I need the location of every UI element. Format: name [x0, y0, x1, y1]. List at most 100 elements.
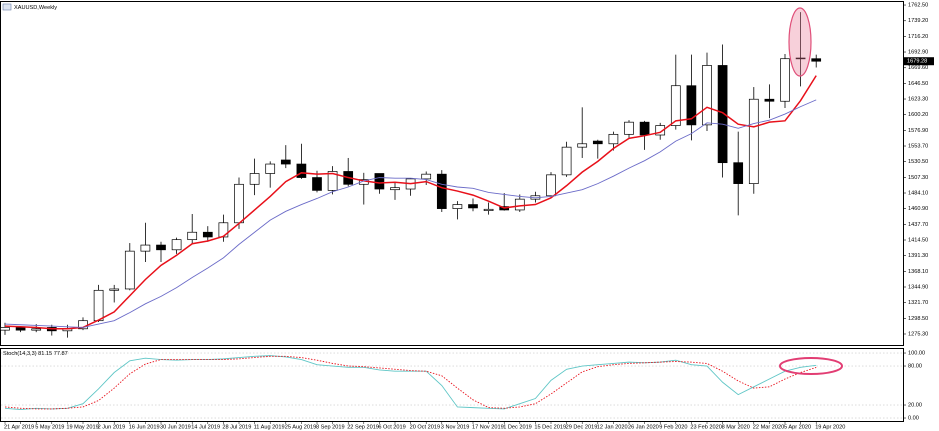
x-tick-label: 29 Dec 2019 — [566, 424, 598, 430]
indicator-value: 77.87 — [54, 351, 68, 357]
candle-body — [202, 231, 213, 238]
candle-body — [655, 125, 666, 136]
y-tick-label: 1646.50 — [908, 81, 928, 87]
chart-title: XAUUSD,Weekly — [14, 5, 57, 11]
y-tick-label: 1530.50 — [908, 159, 928, 165]
candle-body — [218, 222, 229, 238]
x-tick-label: 17 Nov 2019 — [472, 424, 504, 430]
x-tick-label: 30 Jun 2019 — [160, 424, 191, 430]
x-tick-label: 21 Apr 2019 — [4, 424, 34, 430]
indicator-label: Stoch(14,3,3) 81.15 77.87 — [3, 351, 68, 357]
candle-body — [795, 57, 806, 60]
y-tick-label: 1576.90 — [908, 128, 928, 134]
x-tick-label: 22 Mar 2020 — [753, 424, 784, 430]
x-tick-label: 5 Apr 2020 — [784, 424, 811, 430]
candle-body — [780, 58, 790, 102]
candle-body — [514, 198, 525, 211]
candle-body — [156, 244, 166, 251]
y-tick-label: 1739.20 — [908, 18, 928, 24]
price-plot: 1762.50 1739.20 1716.20 1692.90 1669.60 1646.… — [0, 3, 934, 338]
highlight-ellipse — [779, 357, 843, 375]
x-tick-label: 16 Jun 2019 — [129, 424, 160, 430]
candle-body — [15, 327, 26, 331]
indicator-line — [4, 355, 817, 411]
candle-body — [702, 65, 712, 126]
highlight-ellipse — [788, 7, 812, 77]
y-tick-label: 1368.10 — [908, 269, 928, 275]
y-tick-label: 1414.50 — [908, 237, 928, 243]
candle-body — [124, 250, 135, 290]
y-tick-label: 100.00 — [908, 351, 925, 357]
candle-body — [670, 85, 681, 126]
x-tick-label: 8 Mar 2020 — [722, 424, 750, 430]
candle-body — [608, 133, 619, 145]
candle-body — [546, 174, 556, 197]
candle-body — [577, 143, 588, 148]
candle-body — [592, 140, 603, 145]
candle-body — [265, 163, 276, 174]
x-tick-label: 26 Jan 2020 — [628, 424, 659, 430]
candle-body — [436, 173, 447, 209]
x-tick-label: 28 Jul 2019 — [222, 424, 251, 430]
y-tick-label: 1600.20 — [908, 112, 928, 118]
candle-body — [249, 173, 260, 185]
x-tick-label: 6 Oct 2019 — [378, 424, 405, 430]
candle-body — [686, 85, 697, 126]
indicator-line — [4, 75, 817, 330]
y-tick-label: 1391.30 — [908, 253, 928, 259]
price-tag — [904, 57, 934, 66]
x-tick-label: 11 Aug 2019 — [254, 424, 285, 430]
y-tick-label: 1507.30 — [908, 175, 928, 181]
candle-body — [280, 159, 291, 165]
candle-body — [421, 173, 432, 180]
x-tick-label: 8 Sep 2019 — [316, 424, 345, 430]
candle-body — [390, 187, 400, 191]
x-tick-label: 12 Jan 2020 — [597, 424, 628, 430]
symbol-icon — [2, 3, 12, 11]
indicator-line — [4, 355, 817, 410]
indicator-title: Stoch(14,3,3) — [3, 351, 37, 357]
x-tick-label: 22 Sep 2019 — [347, 424, 379, 430]
y-tick-label: 1484.10 — [908, 190, 928, 196]
candle-body — [468, 204, 478, 209]
x-tick-label: 1 Dec 2019 — [503, 424, 532, 430]
y-tick-label: 0.00 — [908, 415, 919, 421]
candle-body — [296, 163, 307, 178]
price-tag-label: 1679.28 — [907, 59, 927, 65]
candle-body — [811, 58, 822, 62]
indicator-line — [4, 99, 817, 328]
y-tick-label: 1275.30 — [908, 331, 928, 337]
candle-body — [234, 183, 244, 224]
candle-body — [748, 98, 759, 184]
candle-body — [93, 289, 104, 322]
x-tick-label: 23 Feb 2020 — [690, 424, 721, 430]
candle-body — [312, 177, 322, 191]
x-tick-label: 3 Nov 2019 — [441, 424, 470, 430]
candle-body — [374, 173, 385, 190]
price-panel-frame — [0, 1, 904, 346]
y-tick-label: 1623.30 — [908, 97, 928, 103]
candle-body — [140, 244, 151, 252]
candle-body — [187, 231, 198, 241]
x-tick-label: 9 Feb 2020 — [659, 424, 687, 430]
stoch-panel-frame — [0, 348, 904, 422]
candle-body — [0, 327, 10, 331]
candle-body — [31, 328, 42, 331]
candle-body — [717, 65, 728, 164]
y-tick-label: 1344.90 — [908, 284, 928, 290]
y-tick-label: 1692.90 — [908, 50, 928, 56]
candle-body — [733, 162, 744, 184]
x-tick-label: 19 May 2019 — [66, 424, 98, 430]
y-tick-label: 1460.90 — [908, 206, 928, 212]
y-tick-label: 80.00 — [908, 364, 922, 370]
x-tick-label: 20 Oct 2019 — [410, 424, 440, 430]
candle-body — [764, 98, 775, 102]
y-tick-label: 1669.60 — [908, 65, 928, 71]
y-tick-label: 1762.50 — [908, 3, 928, 9]
candle-body — [109, 288, 120, 291]
y-tick-label: 1716.20 — [908, 34, 928, 40]
y-tick-label: 1298.50 — [908, 316, 928, 322]
stoch-plot: 100.00 80.00 20.00 0.00 21 Apr 2019 5 May 201… — [1, 351, 925, 430]
x-tick-label: 15 Dec 2019 — [534, 424, 566, 430]
